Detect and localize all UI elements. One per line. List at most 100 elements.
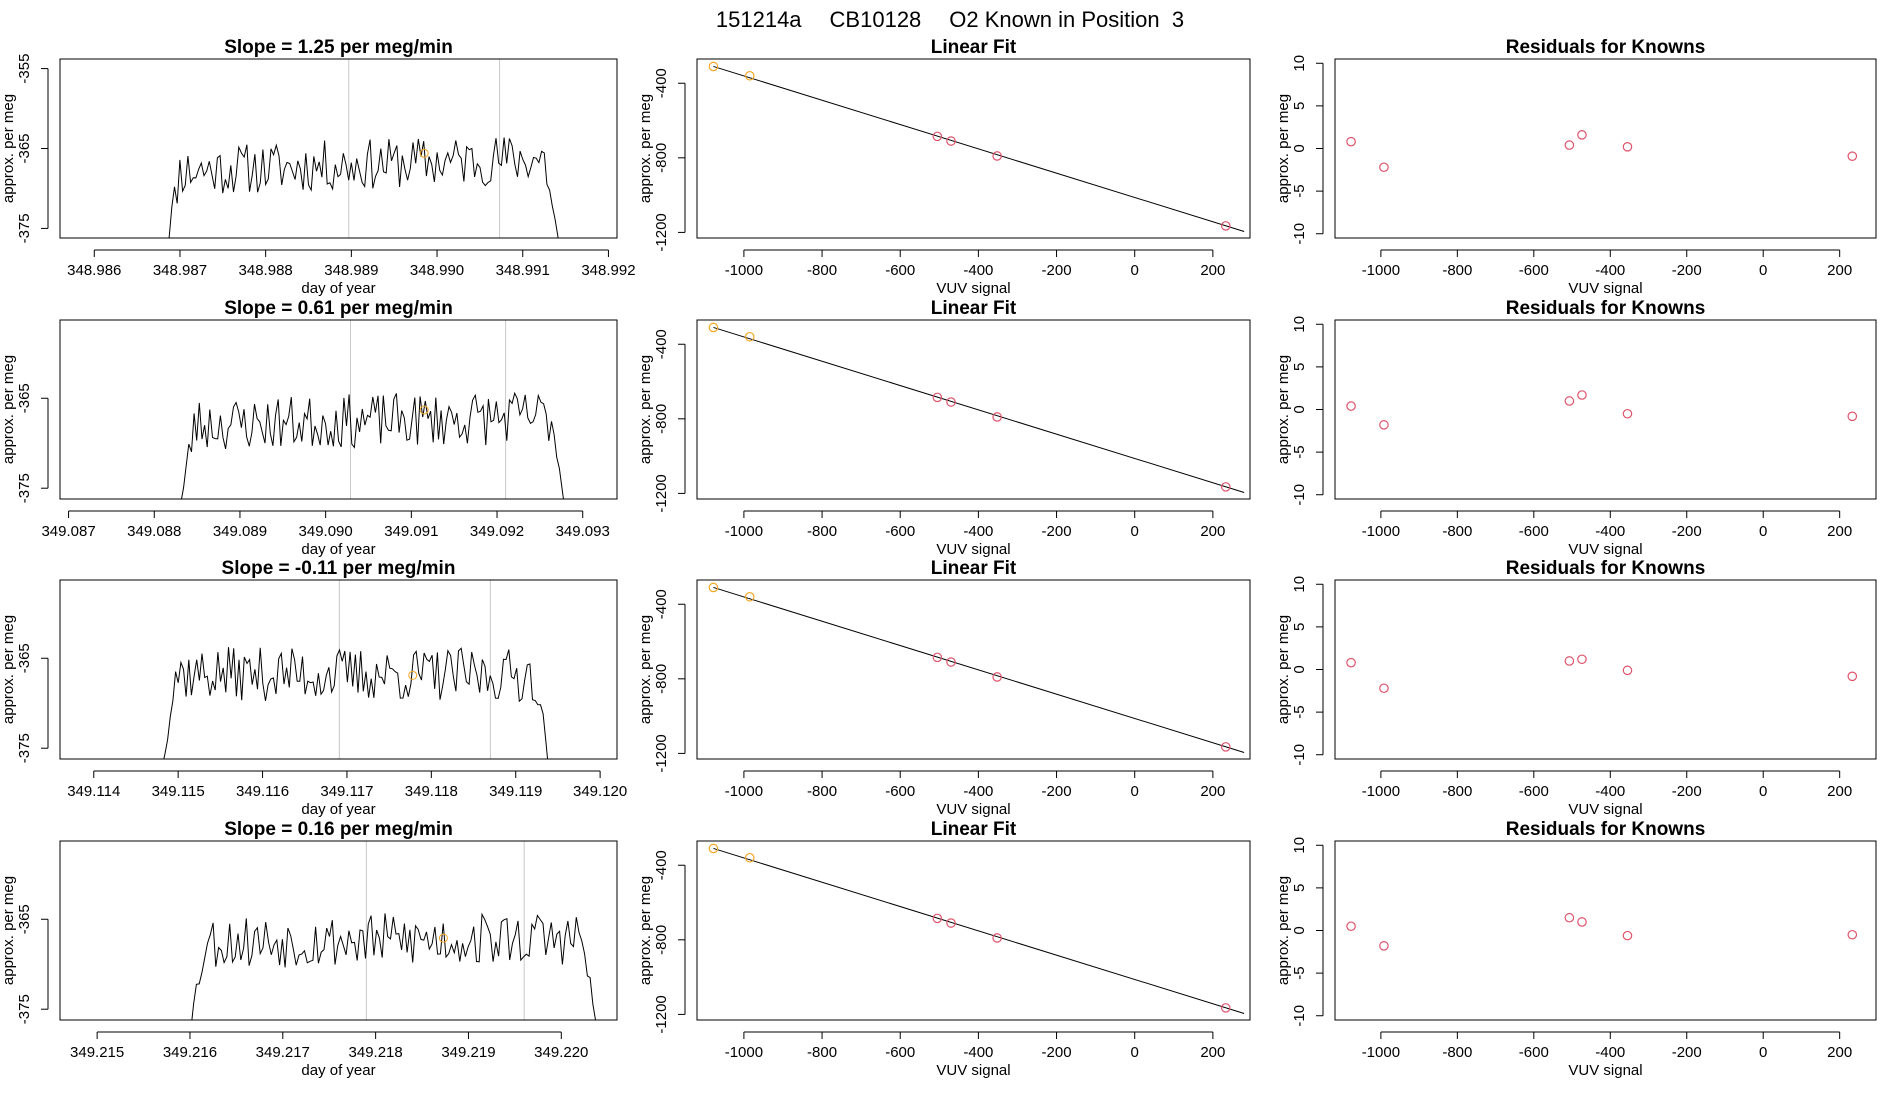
x-axis: 349.087 349.088 349.089 349.090 349.091 349.0… (41, 510, 610, 540)
x-tick-label: -1000 (1362, 262, 1400, 279)
y-axis-label: approx. per meg (637, 876, 654, 985)
y-tick-label: -5 (1291, 966, 1308, 979)
cylinder-id: CB10128 (830, 7, 922, 32)
data-point (1379, 683, 1389, 694)
y-tick-label: 5 (1291, 884, 1308, 892)
x-tick-label: 349.217 (256, 1044, 310, 1061)
x-axis-label: VUV signal (936, 1062, 1010, 1079)
y-tick-label: -365 (16, 904, 33, 934)
y-axis-label: approx. per meg (637, 355, 654, 464)
run-id: 151214a (716, 7, 802, 32)
x-tick-label: 349.092 (470, 523, 524, 540)
x-tick-label: 348.991 (496, 262, 550, 279)
mean-point (408, 670, 418, 680)
x-tick-label: 349.220 (534, 1044, 588, 1061)
data-point (946, 657, 956, 667)
data-point (1577, 917, 1587, 927)
y-axis-label: approx. per meg (637, 94, 654, 203)
y-tick-label: 0 (1291, 926, 1308, 934)
data-point (932, 913, 943, 924)
panel-r1-linear-fit: Linear Fit -1000 -800 -600 -400 -200 0 200 VUV s… (637, 37, 1251, 297)
x-axis: -1000 -800 -600 -400 -200 0 200 (725, 249, 1225, 279)
x-tick-label: -600 (1519, 523, 1549, 540)
x-tick-label: 0 (1131, 262, 1139, 279)
x-tick-label: 349.091 (384, 523, 438, 540)
y-tick-label: -375 (16, 473, 33, 503)
x-tick-label: -1000 (725, 523, 763, 540)
x-axis: -1000 -800 -600 -400 -200 0 200 (725, 510, 1225, 540)
panel-r4-residuals: Residuals for Knowns-1000 -800 -600 -400 -20… (1275, 819, 1877, 1079)
plot-frame (696, 319, 1251, 500)
y-tick-label: -355 (16, 54, 33, 84)
data-point (1564, 396, 1575, 406)
x-tick-label: 0 (1759, 1044, 1767, 1061)
panel-r3-linear-fit: Linear Fit -1000 -800 -600 -400 -200 0 200 VUV s… (637, 558, 1251, 818)
y-tick-label: -10 (1291, 1005, 1308, 1027)
signal-trace (181, 391, 564, 499)
y-tick-label: -1200 (653, 474, 670, 512)
x-axis-label: VUV signal (1568, 280, 1642, 297)
y-axis-label: approx. per meg (0, 94, 17, 203)
x-tick-label: -600 (1519, 783, 1549, 800)
y-axis: -365 -375 (16, 904, 49, 1024)
x-axis-label: VUV signal (1568, 801, 1642, 818)
plot-frame (59, 58, 618, 239)
x-tick-label: 349.115 (152, 783, 205, 800)
x-axis: -1000 -800 -600 -400 -200 0 200 (725, 1031, 1225, 1061)
panel-title: Slope = -0.11 per meg/min (222, 558, 456, 579)
x-axis: -1000 -800 -600 -400 -200 0 200 (725, 770, 1225, 800)
x-axis-label: VUV signal (936, 280, 1010, 297)
plot-frame (696, 840, 1251, 1021)
fit-line (713, 586, 1245, 753)
x-axis: -1000 -800 -600 -400 -200 0 200 (1362, 510, 1852, 540)
y-tick-label: -365 (16, 383, 33, 413)
x-tick-label: -200 (1042, 262, 1072, 279)
plot-frame (1334, 579, 1877, 760)
x-tick-label: 349.215 (70, 1044, 124, 1061)
x-tick-label: 200 (1200, 523, 1225, 540)
panel-title: Linear Fit (931, 298, 1017, 319)
y-axis: -365 -375 (16, 643, 49, 763)
x-tick-label: -1000 (725, 783, 763, 800)
data-point (992, 672, 1002, 682)
x-tick-label: -400 (1595, 1044, 1625, 1061)
x-tick-label: -200 (1672, 262, 1702, 279)
plot-frame (696, 58, 1251, 239)
x-tick-label: 349.120 (573, 783, 627, 800)
plot-frame (1334, 840, 1877, 1021)
x-tick-label: -1000 (725, 1044, 763, 1061)
x-tick-label: -200 (1042, 783, 1072, 800)
mean-point (419, 148, 429, 158)
y-tick-label: -1200 (653, 213, 670, 251)
x-tick-label: -600 (885, 1044, 915, 1061)
y-tick-label: -800 (653, 143, 670, 173)
data-point (1346, 921, 1356, 932)
y-tick-label: -400 (653, 68, 670, 98)
y-axis-label: approx. per meg (1275, 94, 1292, 203)
x-tick-label: -800 (1442, 523, 1472, 540)
plot-frame (696, 579, 1251, 760)
data-point (1577, 130, 1587, 140)
panel-title: Linear Fit (931, 819, 1017, 840)
y-tick-label: -10 (1291, 223, 1308, 245)
x-tick-label: 349.216 (163, 1044, 217, 1061)
x-tick-label: 200 (1827, 262, 1852, 279)
panel-title: Residuals for Knowns (1506, 819, 1706, 840)
x-axis: -1000 -800 -600 -400 -200 0 200 (1362, 770, 1852, 800)
data-point (1622, 665, 1633, 676)
x-tick-label: -600 (885, 783, 915, 800)
x-tick-label: -200 (1672, 1044, 1702, 1061)
panel-r3-residuals: Residuals for Knowns-1000 -800 -600 -400 -20… (1275, 558, 1877, 818)
data-point (1847, 671, 1858, 682)
x-tick-label: 349.117 (320, 783, 373, 800)
x-tick-label: 349.219 (441, 1044, 495, 1061)
x-tick-label: 349.093 (556, 523, 610, 540)
y-axis-label: approx. per meg (1275, 876, 1292, 985)
data-point (1847, 151, 1858, 161)
x-axis-label: VUV signal (1568, 1062, 1642, 1079)
x-tick-label: -800 (1442, 262, 1472, 279)
fit-line (713, 847, 1245, 1014)
